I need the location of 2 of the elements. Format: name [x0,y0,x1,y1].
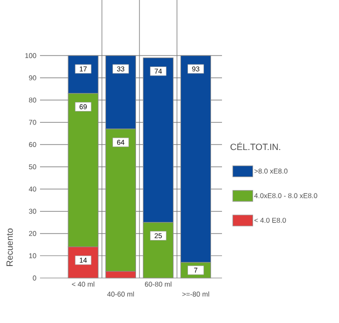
y-axis-title: Recuento [6,228,13,266]
legend-title: CÉL.TOT.IN. [230,142,280,150]
